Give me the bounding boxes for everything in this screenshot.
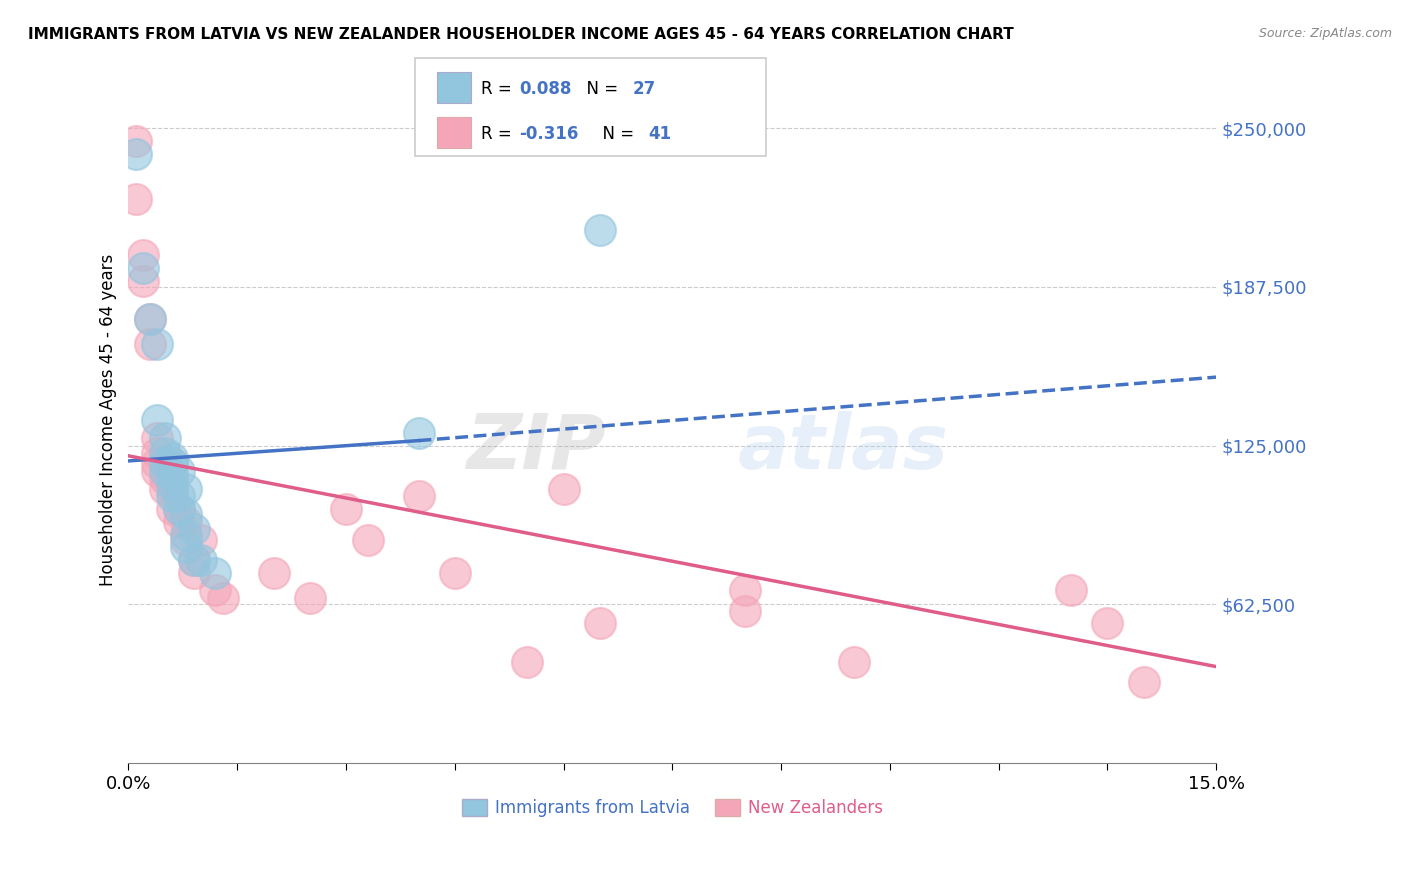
Point bbox=[190, 533, 212, 547]
Text: atlas: atlas bbox=[738, 410, 949, 484]
Point bbox=[139, 311, 162, 326]
Point bbox=[160, 457, 183, 471]
Text: 27: 27 bbox=[633, 80, 657, 98]
Text: ZIP: ZIP bbox=[467, 410, 607, 484]
Point bbox=[146, 446, 169, 460]
Point bbox=[146, 431, 169, 445]
Point bbox=[153, 457, 176, 471]
Point bbox=[176, 482, 198, 496]
Y-axis label: Householder Income Ages 45 - 64 years: Householder Income Ages 45 - 64 years bbox=[100, 254, 117, 586]
Point bbox=[553, 482, 575, 496]
Point bbox=[160, 476, 183, 491]
Point bbox=[167, 502, 190, 516]
Point bbox=[167, 490, 190, 504]
Text: R =: R = bbox=[481, 125, 517, 143]
Point bbox=[734, 604, 756, 618]
Point bbox=[146, 337, 169, 351]
Point bbox=[167, 464, 190, 478]
Point bbox=[589, 616, 612, 631]
Point bbox=[357, 533, 380, 547]
Point bbox=[160, 457, 183, 471]
Point bbox=[176, 533, 198, 547]
Point bbox=[176, 527, 198, 541]
Point bbox=[160, 472, 183, 486]
Point bbox=[146, 413, 169, 427]
Text: N =: N = bbox=[592, 125, 640, 143]
Text: IMMIGRANTS FROM LATVIA VS NEW ZEALANDER HOUSEHOLDER INCOME AGES 45 - 64 YEARS CO: IMMIGRANTS FROM LATVIA VS NEW ZEALANDER … bbox=[28, 27, 1014, 42]
Point bbox=[160, 482, 183, 496]
Point bbox=[183, 553, 205, 567]
Point bbox=[1132, 674, 1154, 689]
Point bbox=[734, 583, 756, 598]
Point bbox=[125, 192, 148, 206]
Point bbox=[298, 591, 321, 605]
Point bbox=[139, 311, 162, 326]
Point bbox=[132, 248, 155, 262]
Point bbox=[516, 655, 538, 669]
Point bbox=[153, 457, 176, 471]
Point bbox=[160, 502, 183, 516]
Point bbox=[842, 655, 865, 669]
Point bbox=[408, 425, 430, 440]
Point bbox=[153, 472, 176, 486]
Point bbox=[132, 260, 155, 275]
Point bbox=[167, 502, 190, 516]
Text: N =: N = bbox=[576, 80, 624, 98]
Point bbox=[132, 274, 155, 288]
Point bbox=[146, 457, 169, 471]
Point bbox=[176, 508, 198, 522]
Point bbox=[153, 446, 176, 460]
Point bbox=[1097, 616, 1119, 631]
Legend: Immigrants from Latvia, New Zealanders: Immigrants from Latvia, New Zealanders bbox=[456, 792, 890, 823]
Point bbox=[1060, 583, 1083, 598]
Point bbox=[335, 502, 357, 516]
Point bbox=[139, 337, 162, 351]
Point bbox=[160, 451, 183, 466]
Point bbox=[183, 523, 205, 537]
Point bbox=[176, 541, 198, 555]
Point bbox=[204, 583, 226, 598]
Text: 41: 41 bbox=[648, 125, 671, 143]
Text: R =: R = bbox=[481, 80, 517, 98]
Point bbox=[153, 482, 176, 496]
Point bbox=[176, 515, 198, 529]
Point bbox=[211, 591, 233, 605]
Text: -0.316: -0.316 bbox=[519, 125, 578, 143]
Point bbox=[125, 146, 148, 161]
Point bbox=[263, 566, 285, 580]
Point bbox=[146, 464, 169, 478]
Text: 0.088: 0.088 bbox=[519, 80, 571, 98]
Point bbox=[153, 431, 176, 445]
Point bbox=[183, 553, 205, 567]
Point bbox=[408, 490, 430, 504]
Point bbox=[183, 566, 205, 580]
Point bbox=[160, 467, 183, 481]
Point bbox=[443, 566, 465, 580]
Point bbox=[167, 515, 190, 529]
Point bbox=[125, 134, 148, 148]
Point bbox=[160, 490, 183, 504]
Text: Source: ZipAtlas.com: Source: ZipAtlas.com bbox=[1258, 27, 1392, 40]
Point bbox=[204, 566, 226, 580]
Point bbox=[589, 223, 612, 237]
Point bbox=[153, 464, 176, 478]
Point bbox=[190, 553, 212, 567]
